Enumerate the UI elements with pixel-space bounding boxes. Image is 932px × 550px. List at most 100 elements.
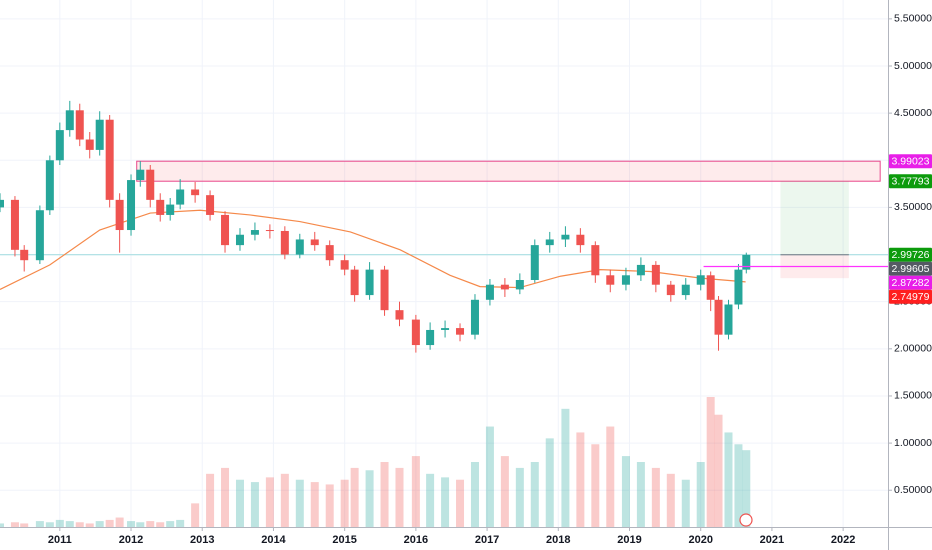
candle-body: [441, 328, 450, 330]
volume-bar: [45, 522, 54, 527]
price-tag-label: 3.99023: [892, 155, 930, 167]
volume-bar: [55, 519, 64, 527]
volume-bar: [621, 456, 630, 527]
axes: 0.500001.000001.500002.000002.500003.000…: [48, 13, 932, 546]
volume-bar: [105, 519, 114, 527]
y-tick-label: 2.00000: [894, 343, 932, 355]
candle-body: [681, 284, 690, 296]
candle-body: [280, 230, 289, 255]
candle-body: [636, 264, 645, 276]
x-tick-label: 2022: [831, 534, 855, 546]
volume-bar: [325, 484, 334, 527]
candle-body: [411, 319, 420, 346]
x-tick-label: 2017: [475, 534, 499, 546]
candle-body: [724, 304, 733, 335]
volume-bar: [340, 479, 349, 527]
volume-bar: [166, 521, 175, 527]
x-tick-label: 2014: [261, 534, 286, 546]
volume-bar: [176, 519, 185, 527]
x-tick-label: 2019: [617, 534, 641, 546]
candle-body: [20, 249, 29, 261]
y-tick-label: 3.50000: [894, 201, 932, 213]
candle-body: [591, 245, 600, 276]
candle-body: [621, 275, 630, 285]
x-tick-label: 2013: [190, 534, 214, 546]
volume-bar: [136, 522, 145, 527]
volume-bar: [485, 426, 494, 527]
candle-body: [10, 199, 19, 250]
volume-bar: [146, 521, 155, 527]
volume-bar: [441, 477, 450, 527]
candle-body: [706, 275, 715, 300]
volume-bar: [221, 467, 230, 527]
candle-body: [156, 199, 165, 215]
volume-bar: [191, 503, 200, 527]
candle-body: [295, 239, 304, 255]
volume-bar: [20, 523, 29, 527]
volume-bar: [235, 479, 244, 527]
volume-bar: [265, 477, 274, 527]
volume-bar: [206, 473, 215, 527]
volume-bar: [651, 467, 660, 527]
candle-body: [136, 169, 145, 181]
x-tick-label: 2018: [546, 534, 570, 546]
x-tick-label: 2016: [404, 534, 428, 546]
y-tick-label: 1.00000: [894, 437, 932, 449]
candle-body: [127, 180, 136, 231]
candle-body: [235, 234, 244, 246]
volume-bar: [706, 397, 715, 527]
volume-bar: [156, 522, 165, 527]
volume-bar: [365, 470, 374, 527]
candle-body: [530, 245, 539, 280]
price-tag: [889, 174, 932, 189]
candle-body: [470, 299, 479, 335]
volume-bar: [696, 462, 705, 527]
candle-body: [75, 110, 84, 140]
x-tick-label: 2015: [332, 534, 356, 546]
candle-body: [250, 230, 259, 235]
volume-bar: [127, 521, 136, 527]
candle-body: [515, 279, 524, 290]
candle-body: [0, 199, 4, 208]
volume-bar: [380, 462, 389, 527]
volume-bar: [310, 482, 319, 527]
plot: [0, 100, 888, 527]
volume-bar: [500, 456, 509, 527]
candle-body: [365, 269, 374, 296]
x-tick-label: 2012: [119, 534, 143, 546]
y-tick-label: 5.00000: [894, 60, 932, 72]
candle-body: [35, 210, 44, 261]
volume-bar: [456, 479, 465, 527]
price-tag-label: 2.87282: [892, 277, 930, 289]
price-tag-label: 2.74979: [892, 291, 930, 303]
candle-body: [325, 245, 334, 261]
y-tick-label: 0.50000: [894, 484, 932, 496]
candle-body: [714, 299, 723, 335]
candle-body: [500, 284, 509, 290]
volume-bar: [411, 456, 420, 527]
candle-body: [310, 239, 319, 246]
volume-bar: [724, 432, 733, 527]
volume-bar: [515, 467, 524, 527]
volume-bar: [250, 482, 259, 527]
volume-bar: [636, 462, 645, 527]
volume-bar: [545, 438, 554, 527]
volume-bar: [115, 517, 124, 527]
volume-bar: [742, 450, 751, 527]
candle-body: [380, 269, 389, 311]
volume-bar: [530, 462, 539, 527]
price-tag-label: 3.77793: [892, 175, 930, 187]
x-tick-label: 2020: [688, 534, 712, 546]
price-tag: [889, 261, 932, 276]
candle-body: [742, 254, 751, 270]
candle-body: [426, 329, 435, 346]
volume-bar: [10, 522, 19, 527]
price-tag: [889, 275, 932, 290]
candle-body: [350, 269, 359, 296]
price-tag: [889, 154, 932, 169]
x-tick-label: 2021: [760, 534, 784, 546]
candle-body: [561, 234, 570, 240]
volume-bar: [734, 444, 743, 527]
candle-body: [221, 214, 230, 246]
